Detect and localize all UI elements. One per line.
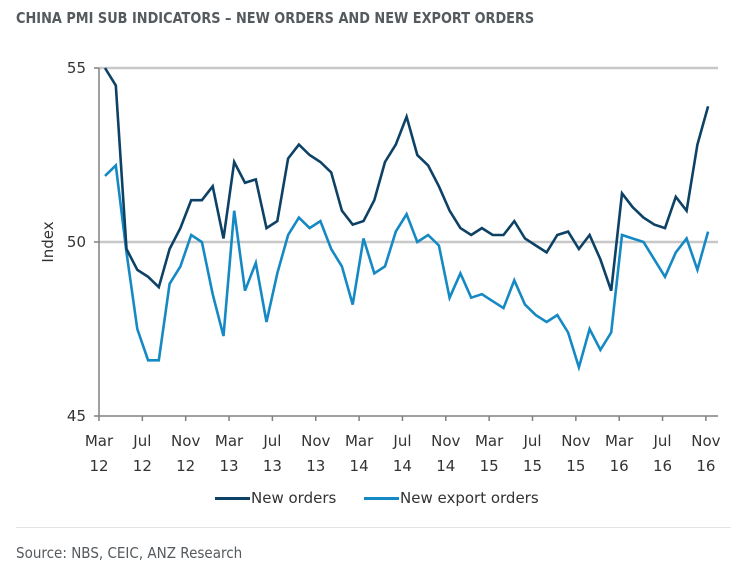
x-tick-label-month: Jul [392,432,411,450]
legend-swatch-new-orders [215,496,250,500]
legend: New orders New export orders [0,489,752,511]
legend-item-new-orders: New orders [215,489,336,507]
x-tick-label-year: 15 [566,457,585,475]
x-tick-label-year: 15 [480,457,499,475]
x-tick-label-month: Mar [475,432,504,450]
legend-swatch-new-export-orders [364,496,399,500]
x-tick-label-year: 16 [610,457,629,475]
x-tick-label-month: Nov [561,432,590,450]
y-tick-label: 55 [67,59,86,77]
series-line-new-orders [103,67,710,292]
x-tick-label-year: 12 [89,457,108,475]
x-tick-label-month: Mar [345,432,374,450]
x-tick-label-month: Mar [605,432,634,450]
x-tick-label-month: Mar [85,432,114,450]
x-tick-label-month: Nov [691,432,720,450]
x-tick-label-month: Mar [215,432,244,450]
y-axis-label: Index [39,221,57,262]
x-tick-label-year: 14 [393,457,412,475]
x-tick-label-month: Nov [431,432,460,450]
x-tick-label-year: 15 [523,457,542,475]
source-note: Source: NBS, CEIC, ANZ Research [16,544,243,562]
y-tick-label: 50 [67,233,86,251]
legend-label-new-export-orders: New export orders [400,489,539,507]
legend-item-new-export-orders: New export orders [364,489,539,507]
x-tick-label-month: Jul [522,432,541,450]
x-tick-label-month: Jul [132,432,151,450]
x-tick-label-month: Nov [301,432,330,450]
x-tick-label-year: 14 [350,457,369,475]
y-tick-labels: 45 50 55 [67,59,86,425]
x-tick-label-year: 13 [220,457,239,475]
legend-label-new-orders: New orders [251,489,337,507]
chart-title: CHINA PMI SUB INDICATORS – NEW ORDERS AN… [16,9,535,27]
y-tick-label: 45 [67,407,86,425]
x-tick-label-year: 13 [263,457,282,475]
series-lines [103,67,710,372]
x-tick-label-month: Jul [652,432,671,450]
x-tick-label-year: 12 [133,457,152,475]
x-tick-label-month: Jul [262,432,281,450]
x-tick-label-year: 16 [696,457,715,475]
x-tick-label-year: 12 [176,457,195,475]
divider [16,527,731,528]
x-tick-labels: Mar 12 Jul 12 Nov 12 Mar 13 Jul 13 Nov 13 Mar 14 Jul 14… [85,432,721,475]
x-tick-label-year: 13 [306,457,325,475]
axes [94,67,718,421]
x-tick-label-year: 16 [653,457,672,475]
x-tick-label-month: Nov [171,432,200,450]
x-tick-label-year: 14 [436,457,455,475]
series-line-new-export-orders [104,162,710,372]
